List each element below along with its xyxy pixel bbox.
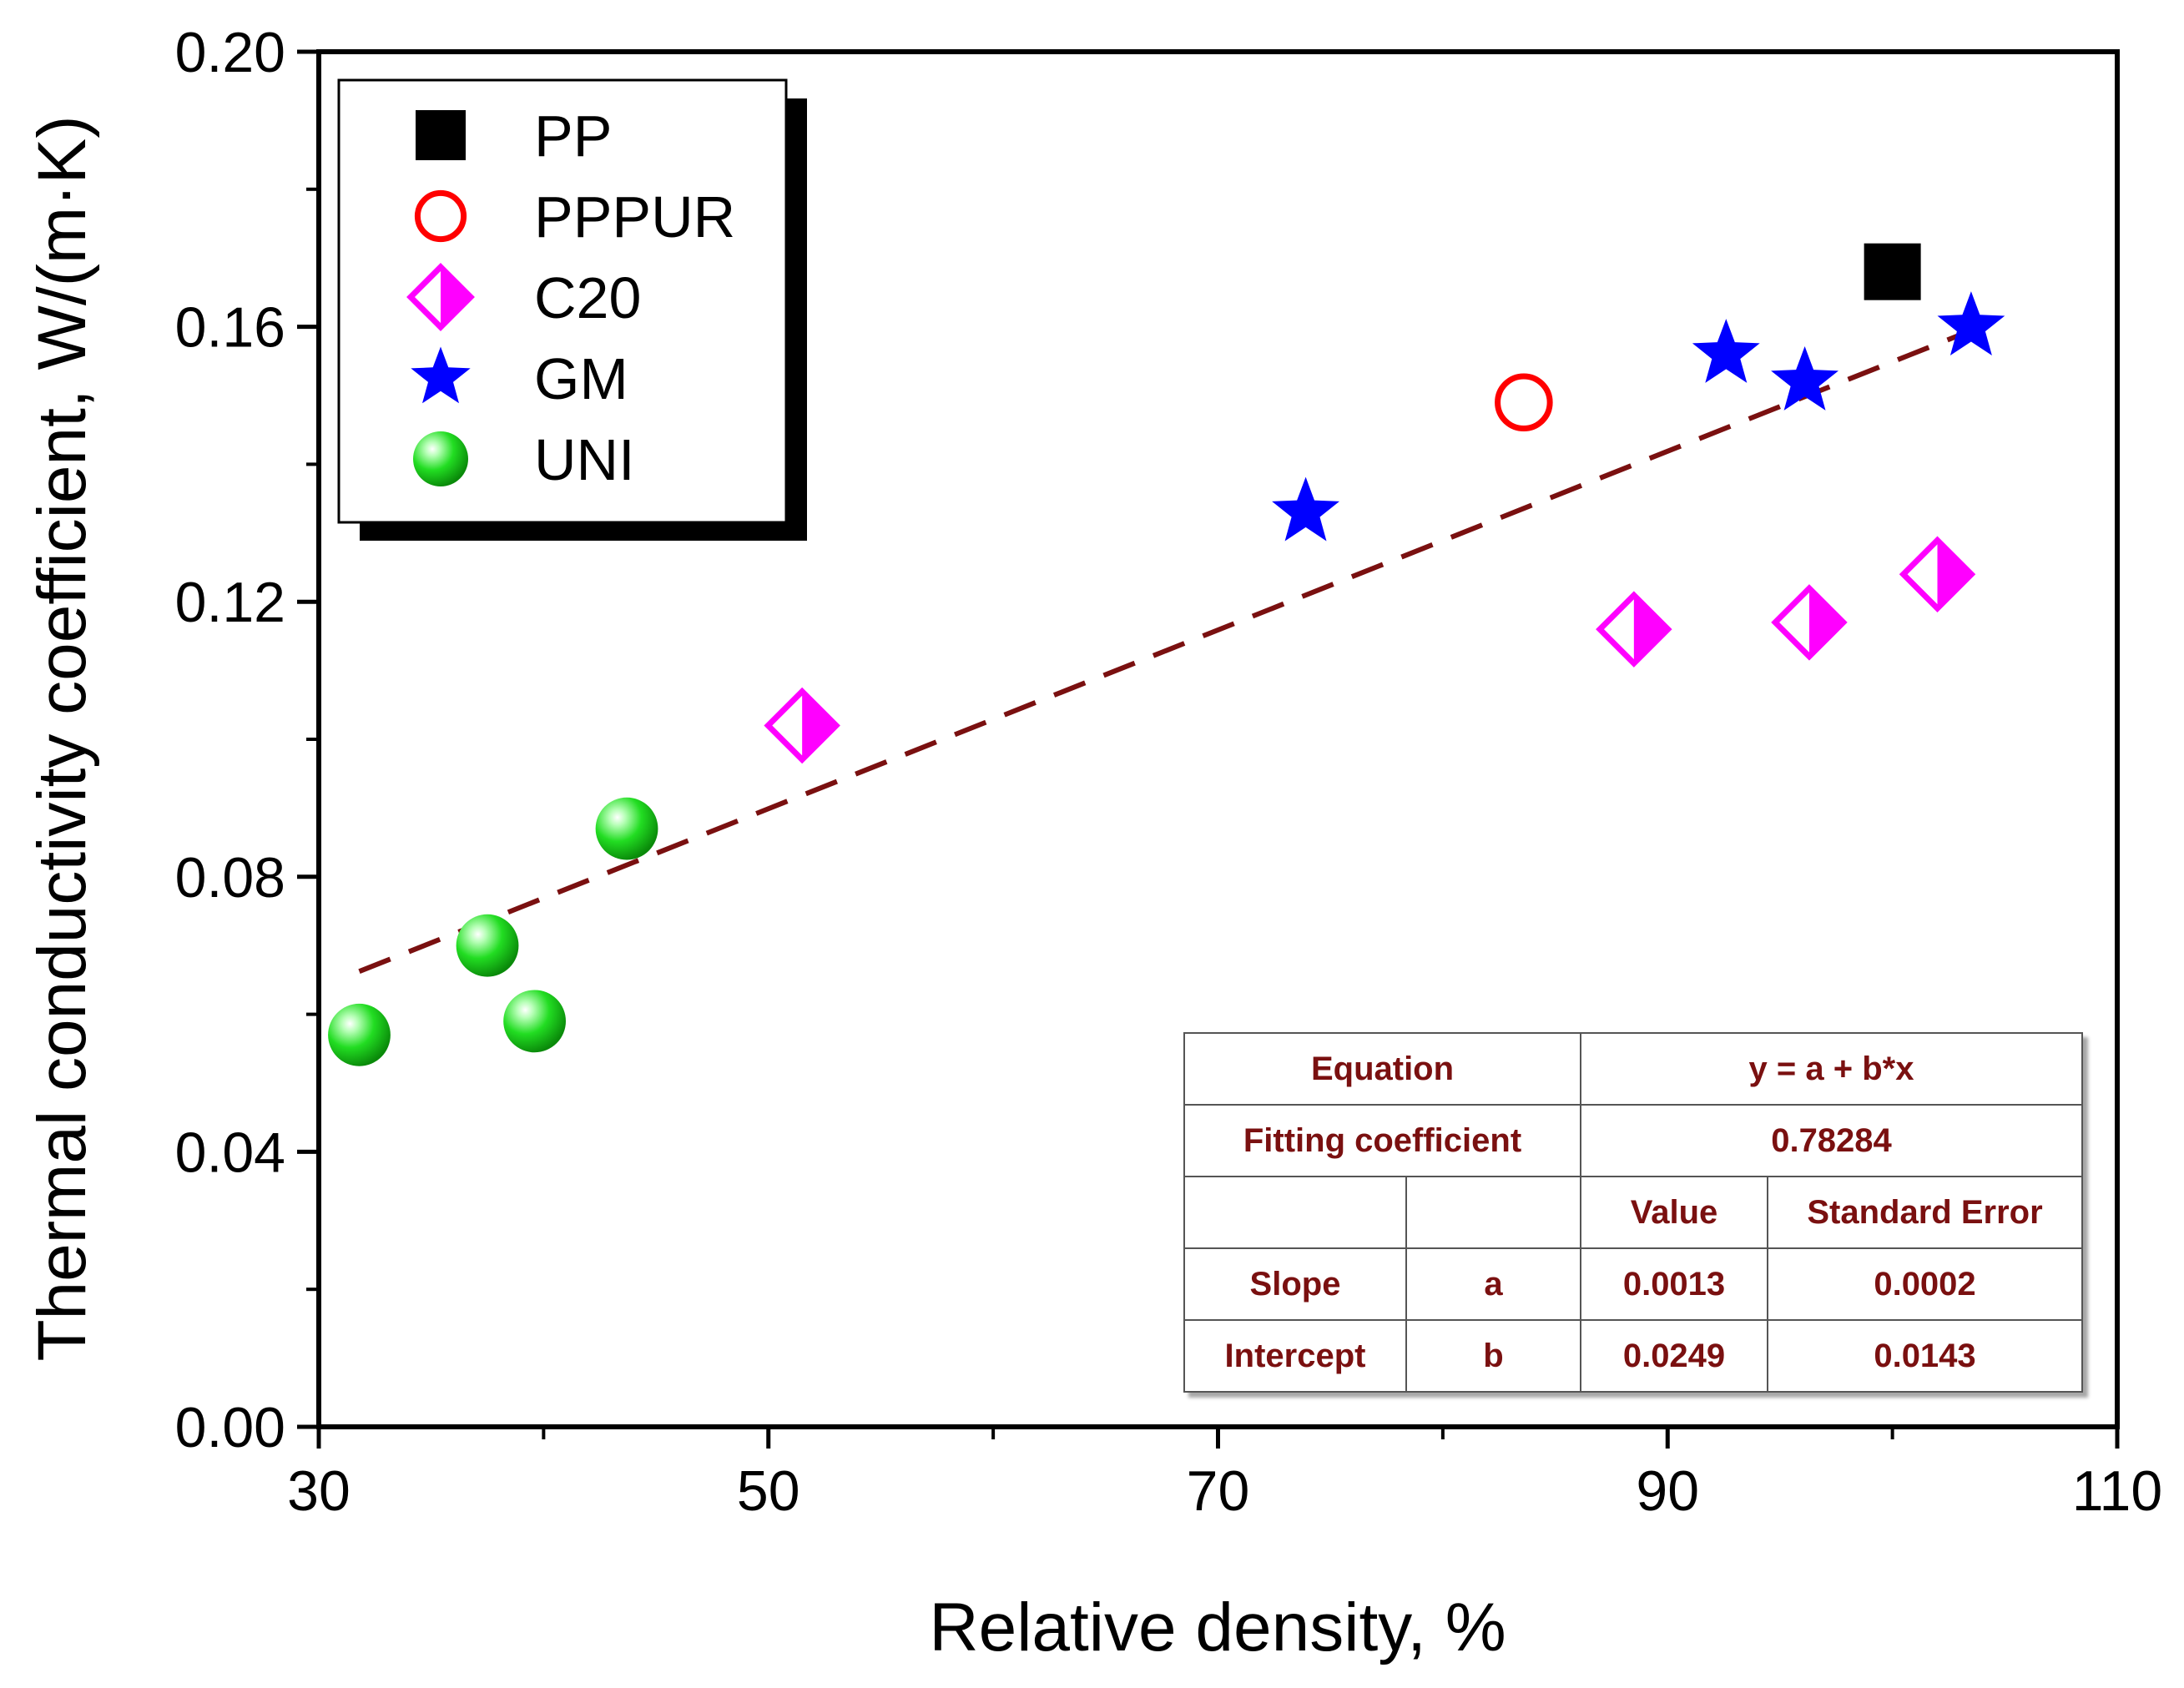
- table-row: Slope a 0.0013 0.0002: [1183, 1247, 2083, 1321]
- data-point-uni: [328, 1003, 391, 1066]
- data-point-uni: [595, 797, 658, 860]
- legend-marker-uni: [413, 431, 468, 486]
- diamond-outline: [406, 263, 475, 331]
- data-point-uni: [456, 914, 519, 977]
- sphere-marker: [503, 990, 566, 1053]
- table-row: Value Standard Error: [1183, 1176, 2083, 1249]
- table-row: Intercept b 0.0249 0.0143: [1183, 1319, 2083, 1393]
- row-symbol: b: [1405, 1319, 1581, 1393]
- sphere-marker: [595, 797, 658, 860]
- legend-label: PPPUR: [534, 184, 735, 249]
- legend-marker-pp: [416, 110, 466, 160]
- row-value: 0.0013: [1580, 1247, 1768, 1321]
- data-point-c20: [764, 687, 840, 764]
- data-point-gm: [1771, 346, 1838, 411]
- legend-label: UNI: [534, 427, 635, 492]
- diamond-fill: [441, 267, 471, 327]
- legend-label: GM: [534, 346, 628, 411]
- data-points: [328, 243, 2005, 1066]
- sphere-marker: [328, 1003, 391, 1066]
- diamond-fill: [1633, 595, 1668, 663]
- data-point-gm: [1692, 319, 1760, 383]
- square-marker: [1864, 243, 1921, 300]
- legend-marker-pppur: [414, 189, 467, 243]
- star-marker: [411, 346, 471, 404]
- sphere-marker: [456, 914, 519, 977]
- error-header: Standard Error: [1767, 1176, 2083, 1249]
- x-tick-label: 70: [1187, 1459, 1250, 1523]
- diamond-outline: [1899, 536, 1976, 612]
- table-row: Equation y = a + b*x: [1183, 1032, 2083, 1106]
- data-point-c20: [1596, 591, 1672, 668]
- square-marker: [416, 110, 466, 160]
- diamond-outline: [764, 687, 840, 764]
- fitting-label: Fitting coefficient: [1183, 1104, 1581, 1177]
- x-tick-label: 30: [287, 1459, 351, 1523]
- equation-label: Equation: [1183, 1032, 1581, 1106]
- data-point-pp: [1864, 243, 1921, 300]
- x-axis-title: Relative density, %: [929, 1590, 1506, 1665]
- legend-marker-gm: [411, 346, 471, 404]
- diamond-fill: [802, 691, 836, 760]
- data-point-uni: [503, 990, 566, 1053]
- data-point-c20: [1771, 584, 1848, 661]
- star-marker: [1692, 319, 1760, 383]
- star-marker: [1771, 346, 1838, 411]
- fit-results-table: Equation y = a + b*x Fitting coefficient…: [1183, 1032, 2083, 1393]
- data-point-c20: [1899, 536, 1976, 612]
- equation-value: y = a + b*x: [1580, 1032, 2083, 1106]
- row-symbol: a: [1405, 1247, 1581, 1321]
- legend-items: PP PPPUR C20 GM UNI: [406, 103, 735, 492]
- x-tick-label: 90: [1636, 1459, 1699, 1523]
- circle-marker: [1495, 373, 1553, 432]
- legend-marker-c20: [406, 263, 475, 331]
- table-row: Fitting coefficient 0.78284: [1183, 1104, 2083, 1177]
- fit-line: [358, 328, 1973, 974]
- y-tick-label: 0.20: [175, 21, 285, 84]
- legend-label: C20: [534, 265, 641, 330]
- x-tick-label: 110: [2072, 1459, 2162, 1523]
- data-point-pppur: [1495, 373, 1553, 432]
- legend: PP PPPUR C20 GM UNI: [337, 78, 807, 541]
- y-tick-label: 0.04: [175, 1121, 285, 1184]
- empty-cell: [1183, 1176, 1407, 1249]
- sphere-marker: [413, 431, 468, 486]
- value-header: Value: [1580, 1176, 1768, 1249]
- data-point-gm: [1937, 291, 2005, 355]
- row-value: 0.0249: [1580, 1319, 1768, 1393]
- y-tick-label: 0.16: [175, 296, 285, 360]
- diamond-fill: [1808, 588, 1844, 657]
- diamond-fill: [1937, 540, 1972, 609]
- y-tick-label: 0.08: [175, 846, 285, 910]
- y-tick-label: 0.00: [175, 1396, 285, 1459]
- y-axis-title: Thermal conductivity coefficient, W/(m·K…: [24, 115, 100, 1361]
- diamond-outline: [1771, 584, 1848, 661]
- fitting-value: 0.78284: [1580, 1104, 2083, 1177]
- row-name: Intercept: [1183, 1319, 1407, 1393]
- axes: 30 50 70 90 110 0.00 0.04 0.08 0.12 0.16 0.20: [175, 21, 2163, 1523]
- y-tick-label: 0.12: [175, 571, 285, 634]
- row-error: 0.0143: [1767, 1319, 2083, 1393]
- row-error: 0.0002: [1767, 1247, 2083, 1321]
- circle-marker: [414, 189, 467, 243]
- star-marker: [1937, 291, 2005, 355]
- star-marker: [1272, 476, 1339, 542]
- fit-line-group: [358, 328, 1973, 974]
- fit-table: Equation y = a + b*x Fitting coefficient…: [1183, 1032, 2083, 1393]
- x-tick-label: 50: [737, 1459, 800, 1523]
- data-point-gm: [1272, 476, 1339, 542]
- diamond-outline: [1596, 591, 1672, 668]
- empty-cell: [1405, 1176, 1581, 1249]
- legend-label: PP: [534, 103, 612, 169]
- row-name: Slope: [1183, 1247, 1407, 1321]
